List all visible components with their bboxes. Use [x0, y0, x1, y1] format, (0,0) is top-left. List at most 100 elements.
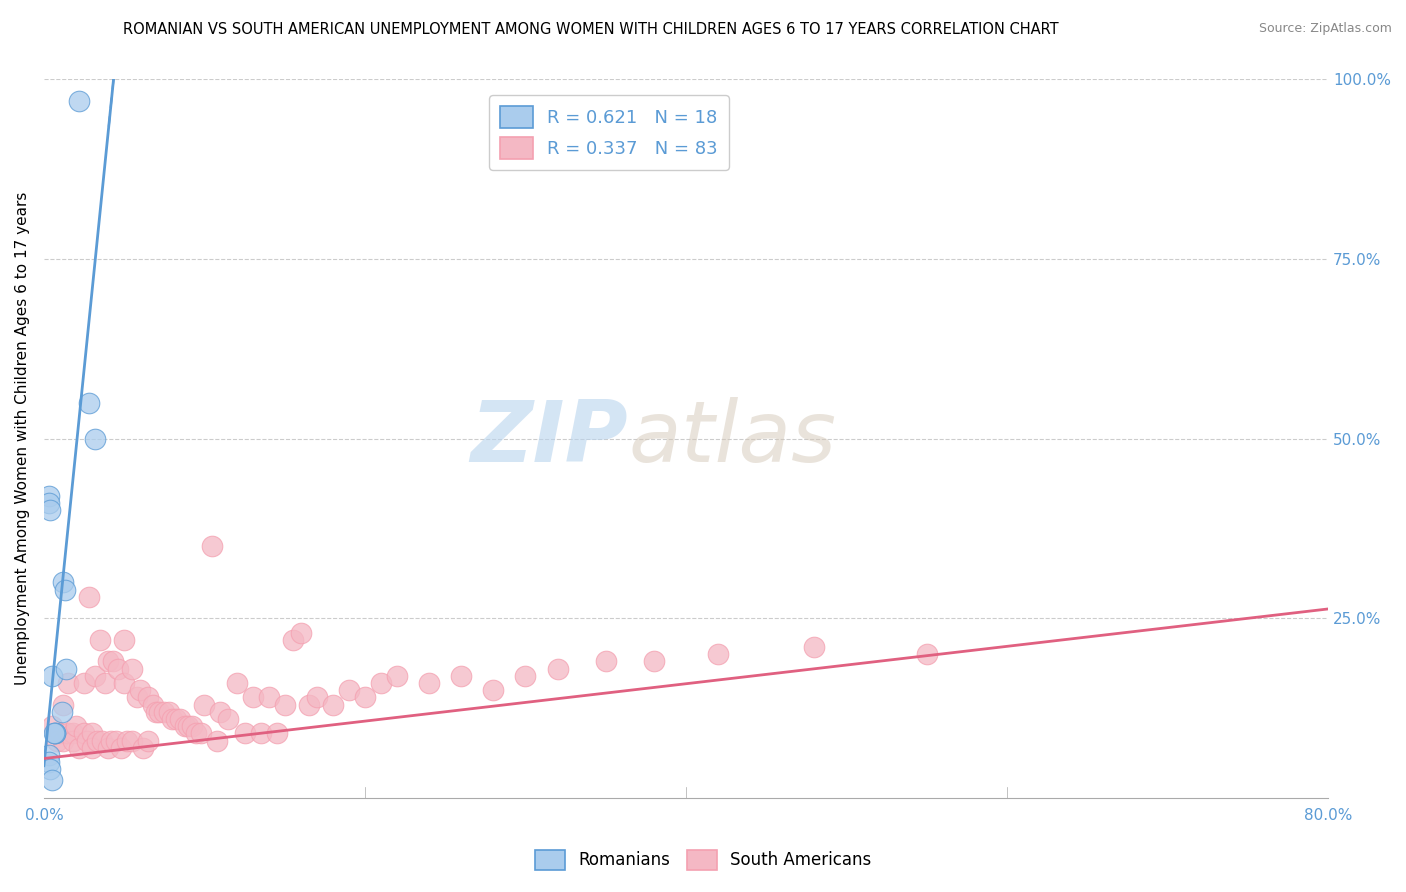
Point — [94, 676, 117, 690]
Point — [77, 590, 100, 604]
Point — [38, 496, 60, 510]
Point — [42, 726, 65, 740]
Point — [84, 432, 107, 446]
Point — [707, 647, 730, 661]
Point — [145, 705, 167, 719]
Point — [257, 690, 280, 705]
Point — [100, 733, 122, 747]
Point — [52, 733, 75, 747]
Point — [162, 712, 184, 726]
Point — [41, 773, 63, 788]
Point — [56, 726, 79, 740]
Legend: Romanians, South Americans: Romanians, South Americans — [529, 843, 877, 877]
Point — [418, 676, 440, 690]
Point — [148, 705, 170, 719]
Point — [273, 698, 295, 712]
Legend: R = 0.621   N = 18, R = 0.337   N = 83: R = 0.621 N = 18, R = 0.337 N = 83 — [489, 95, 728, 170]
Point — [142, 698, 165, 712]
Point — [290, 625, 312, 640]
Point — [153, 705, 176, 719]
Text: ROMANIAN VS SOUTH AMERICAN UNEMPLOYMENT AMONG WOMEN WITH CHILDREN AGES 6 TO 17 Y: ROMANIAN VS SOUTH AMERICAN UNEMPLOYMENT … — [122, 22, 1059, 37]
Point — [165, 712, 187, 726]
Point — [281, 632, 304, 647]
Point — [322, 698, 344, 712]
Point — [41, 669, 63, 683]
Point — [39, 503, 62, 517]
Point — [65, 719, 87, 733]
Point — [547, 662, 569, 676]
Point — [77, 395, 100, 409]
Point — [117, 733, 139, 747]
Point — [385, 669, 408, 683]
Point — [38, 755, 60, 769]
Point — [121, 662, 143, 676]
Point — [450, 669, 472, 683]
Point — [136, 690, 159, 705]
Point — [249, 726, 271, 740]
Point — [218, 712, 240, 726]
Point — [121, 733, 143, 747]
Point — [101, 655, 124, 669]
Point — [67, 740, 90, 755]
Point — [112, 632, 135, 647]
Point — [174, 719, 197, 733]
Point — [62, 733, 84, 747]
Point — [132, 740, 155, 755]
Point — [52, 575, 75, 590]
Point — [67, 94, 90, 108]
Point — [62, 726, 84, 740]
Point — [209, 705, 232, 719]
Point — [136, 733, 159, 747]
Point — [55, 662, 77, 676]
Point — [354, 690, 377, 705]
Point — [129, 683, 152, 698]
Point — [169, 712, 191, 726]
Point — [80, 740, 103, 755]
Text: ZIP: ZIP — [471, 397, 628, 480]
Point — [38, 489, 60, 503]
Point — [73, 676, 96, 690]
Point — [298, 698, 321, 712]
Point — [595, 655, 617, 669]
Point — [49, 726, 72, 740]
Point — [90, 733, 112, 747]
Point — [157, 705, 180, 719]
Point — [915, 647, 938, 661]
Point — [186, 726, 208, 740]
Y-axis label: Unemployment Among Women with Children Ages 6 to 17 years: Unemployment Among Women with Children A… — [15, 192, 30, 685]
Point — [190, 726, 212, 740]
Text: atlas: atlas — [628, 397, 837, 480]
Point — [305, 690, 328, 705]
Point — [39, 762, 62, 776]
Point — [73, 726, 96, 740]
Point — [242, 690, 264, 705]
Point — [112, 676, 135, 690]
Point — [125, 690, 148, 705]
Point — [97, 655, 120, 669]
Point — [233, 726, 256, 740]
Point — [44, 726, 66, 740]
Point — [370, 676, 392, 690]
Point — [89, 632, 111, 647]
Point — [44, 726, 66, 740]
Point — [803, 640, 825, 654]
Point — [225, 676, 247, 690]
Point — [266, 726, 288, 740]
Point — [201, 540, 224, 554]
Point — [337, 683, 360, 698]
Point — [38, 747, 60, 762]
Point — [107, 662, 129, 676]
Point — [193, 698, 215, 712]
Point — [52, 698, 75, 712]
Point — [207, 733, 229, 747]
Point — [80, 726, 103, 740]
Point — [515, 669, 537, 683]
Point — [51, 705, 73, 719]
Point — [56, 676, 79, 690]
Point — [76, 733, 98, 747]
Point — [86, 733, 108, 747]
Point — [53, 582, 76, 597]
Point — [482, 683, 505, 698]
Point — [45, 733, 67, 747]
Text: Source: ZipAtlas.com: Source: ZipAtlas.com — [1258, 22, 1392, 36]
